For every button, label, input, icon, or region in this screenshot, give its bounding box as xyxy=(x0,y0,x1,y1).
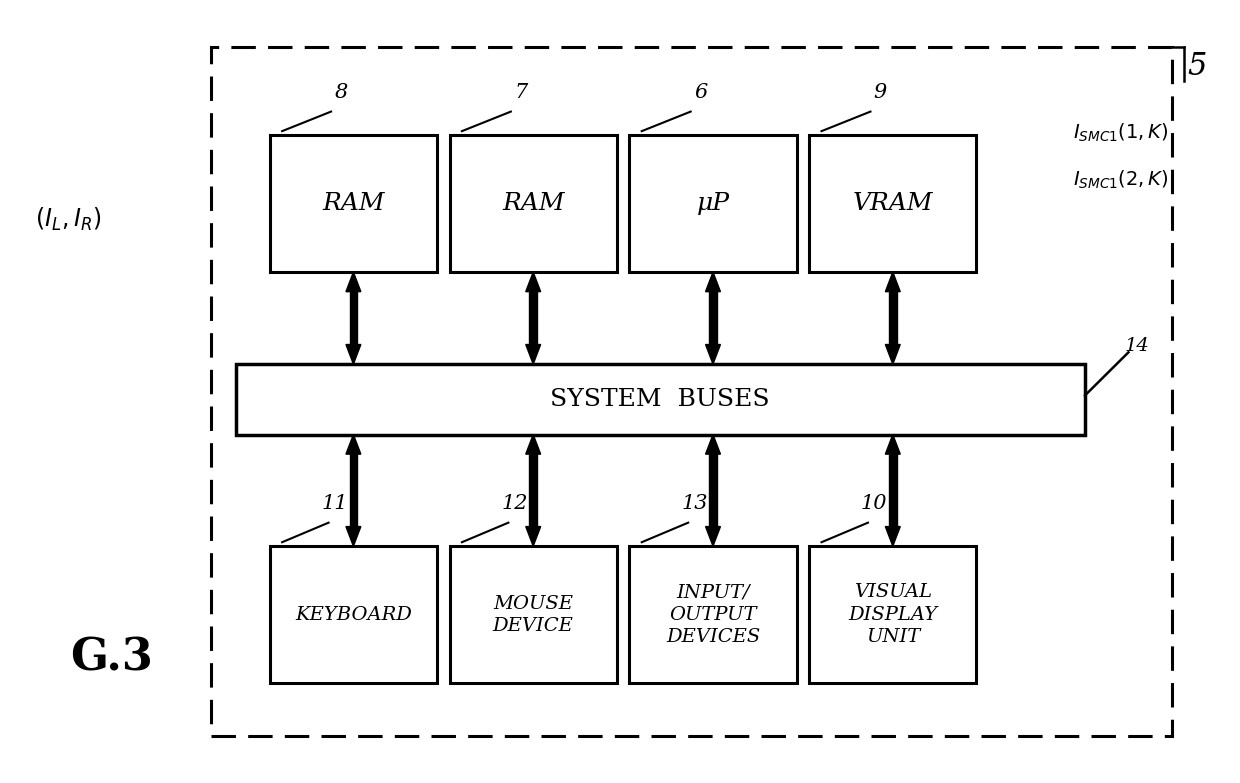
Bar xyxy=(889,454,897,526)
Bar xyxy=(889,292,897,345)
Text: μP: μP xyxy=(697,192,729,215)
Bar xyxy=(211,47,1172,736)
Bar xyxy=(449,547,618,683)
Polygon shape xyxy=(706,435,720,454)
Polygon shape xyxy=(346,345,361,364)
Text: RAM: RAM xyxy=(322,192,384,215)
Text: 13: 13 xyxy=(681,493,708,513)
Bar xyxy=(529,454,537,526)
Polygon shape xyxy=(706,272,720,291)
Polygon shape xyxy=(526,435,541,454)
Text: 6: 6 xyxy=(694,82,707,102)
Text: VISUAL
DISPLAY
UNIT: VISUAL DISPLAY UNIT xyxy=(848,583,937,646)
Text: $I_{SMC1}(1,K)$: $I_{SMC1}(1,K)$ xyxy=(1073,122,1168,144)
Bar xyxy=(629,135,796,272)
Polygon shape xyxy=(885,345,900,364)
Polygon shape xyxy=(526,345,541,364)
Bar xyxy=(270,547,438,683)
Bar xyxy=(270,135,438,272)
Text: KEYBOARD: KEYBOARD xyxy=(295,606,412,623)
Polygon shape xyxy=(346,435,361,454)
Bar xyxy=(350,454,357,526)
Polygon shape xyxy=(885,526,900,547)
Bar xyxy=(808,547,976,683)
Bar xyxy=(629,547,796,683)
Text: 7: 7 xyxy=(515,82,527,102)
Text: MOUSE
DEVICE: MOUSE DEVICE xyxy=(492,594,574,635)
Text: VRAM: VRAM xyxy=(853,192,932,215)
Bar xyxy=(449,135,618,272)
Polygon shape xyxy=(526,272,541,291)
Text: 14: 14 xyxy=(1125,337,1149,355)
Bar xyxy=(350,292,357,345)
Bar xyxy=(529,292,537,345)
Polygon shape xyxy=(885,435,900,454)
Text: 5: 5 xyxy=(1187,51,1207,82)
Text: 12: 12 xyxy=(501,493,528,513)
Polygon shape xyxy=(885,272,900,291)
Text: 10: 10 xyxy=(861,493,888,513)
Polygon shape xyxy=(706,526,720,547)
Text: G.3: G.3 xyxy=(71,637,153,679)
Text: $(I_L, I_R)$: $(I_L, I_R)$ xyxy=(35,206,102,233)
Polygon shape xyxy=(346,526,361,547)
Text: 9: 9 xyxy=(874,82,887,102)
Text: 8: 8 xyxy=(335,82,347,102)
Text: RAM: RAM xyxy=(502,192,564,215)
Bar xyxy=(808,135,976,272)
Bar xyxy=(236,364,1085,435)
Polygon shape xyxy=(346,272,361,291)
Text: INPUT/
OUTPUT
DEVICES: INPUT/ OUTPUT DEVICES xyxy=(666,583,760,646)
Text: 11: 11 xyxy=(321,493,348,513)
Polygon shape xyxy=(526,526,541,547)
Text: SYSTEM  BUSES: SYSTEM BUSES xyxy=(551,388,770,411)
Text: $I_{SMC1}(2,K)$: $I_{SMC1}(2,K)$ xyxy=(1073,169,1168,191)
Polygon shape xyxy=(706,345,720,364)
Bar xyxy=(709,292,717,345)
Bar xyxy=(709,454,717,526)
